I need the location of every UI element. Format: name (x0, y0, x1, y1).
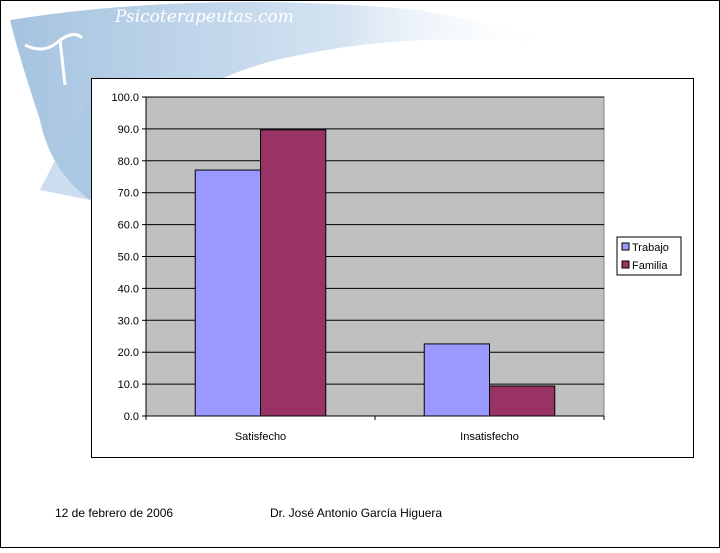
bar (261, 130, 326, 416)
bar (195, 170, 260, 416)
legend-swatch (622, 243, 629, 250)
legend-label: Trabajo (632, 242, 669, 254)
logo-text: Psicoterapeutas.com (114, 7, 294, 27)
y-tick-label: 0.0 (124, 411, 139, 423)
y-tick-label: 80.0 (118, 156, 139, 168)
slide: Psicoterapeutas.com 12 de febrero de 200… (0, 0, 720, 548)
footer-date: 12 de febrero de 2006 (55, 506, 173, 520)
y-tick-label: 30.0 (118, 315, 139, 327)
y-tick-label: 20.0 (118, 347, 139, 359)
bar (490, 386, 555, 416)
legend-swatch (622, 261, 629, 268)
footer-author: Dr. José Antonio García Higuera (270, 506, 442, 520)
y-tick-label: 70.0 (118, 188, 139, 200)
bar (424, 344, 489, 416)
y-tick-label: 50.0 (118, 252, 139, 264)
legend-label: Familia (632, 260, 668, 272)
x-tick-label: Satisfecho (235, 431, 286, 443)
y-tick-label: 40.0 (118, 283, 139, 295)
y-tick-label: 100.0 (111, 92, 139, 104)
y-tick-label: 10.0 (118, 379, 139, 391)
x-tick-label: Insatisfecho (460, 431, 519, 443)
y-tick-label: 60.0 (118, 220, 139, 232)
y-tick-label: 90.0 (118, 124, 139, 136)
